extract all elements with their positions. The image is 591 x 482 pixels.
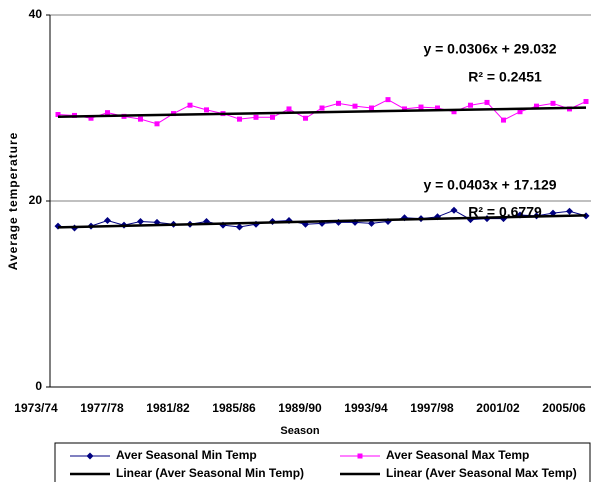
data-point <box>550 100 556 106</box>
data-point <box>566 207 573 215</box>
data-point <box>138 116 143 122</box>
data-point <box>402 106 407 112</box>
x-tick-label: 1973/74 <box>14 401 58 415</box>
data-point <box>104 217 111 225</box>
data-point <box>435 105 440 111</box>
data-point <box>418 104 424 110</box>
data-point <box>237 116 242 122</box>
x-tick-label: 1993/94 <box>344 401 388 415</box>
trendline-r-squared: R² = 0.2451 <box>468 69 542 85</box>
data-point <box>583 98 589 104</box>
data-point <box>357 453 363 459</box>
data-point <box>253 114 259 120</box>
x-tick-label: 2005/06 <box>542 401 586 415</box>
data-point <box>88 115 94 121</box>
legend-box <box>54 442 591 482</box>
data-point <box>270 114 275 120</box>
data-point <box>468 102 473 108</box>
trendline-equation: y = 0.0306x + 29.032 <box>423 41 556 57</box>
data-point <box>450 206 458 214</box>
data-point <box>517 109 523 115</box>
data-point <box>534 103 539 109</box>
data-point <box>137 217 144 225</box>
data-point <box>319 105 325 111</box>
data-point <box>55 112 61 118</box>
data-point <box>352 103 358 109</box>
data-point <box>336 100 341 106</box>
x-tick-label: 1997/98 <box>410 401 454 415</box>
data-point <box>236 223 243 231</box>
data-point <box>368 219 375 227</box>
trendline-equation: y = 0.0403x + 17.129 <box>423 177 556 193</box>
legend-label: Aver Seasonal Max Temp <box>386 448 529 462</box>
y-axis-label: Average temperature <box>6 132 20 271</box>
x-tick-label: 2001/02 <box>476 401 520 415</box>
data-point <box>451 109 457 115</box>
y-tick-label: 0 <box>35 379 42 393</box>
data-point <box>303 115 308 121</box>
legend-label: Linear (Aver Seasonal Max Temp) <box>386 466 577 480</box>
x-tick-label: 1985/86 <box>212 401 256 415</box>
trendline-r-squared: R² = 0.6779 <box>468 204 542 220</box>
data-point <box>286 106 292 112</box>
x-tick-label: 1989/90 <box>278 401 322 415</box>
x-axis-label: Season <box>280 425 319 437</box>
x-tick-label: 1977/78 <box>80 401 124 415</box>
trendline <box>57 106 587 118</box>
data-point <box>86 452 94 460</box>
y-tick-label: 20 <box>29 193 43 207</box>
data-point <box>105 110 110 116</box>
data-point <box>369 105 374 111</box>
data-point <box>154 121 160 127</box>
data-point <box>385 97 391 103</box>
data-point <box>484 99 490 105</box>
trendline <box>57 214 587 229</box>
data-point <box>204 107 209 113</box>
y-tick-label: 40 <box>29 7 43 21</box>
x-tick-label: 1981/82 <box>146 401 190 415</box>
legend-label: Aver Seasonal Min Temp <box>116 448 257 462</box>
data-point <box>187 102 193 108</box>
data-point <box>501 117 506 123</box>
legend-label: Linear (Aver Seasonal Min Temp) <box>116 466 304 480</box>
